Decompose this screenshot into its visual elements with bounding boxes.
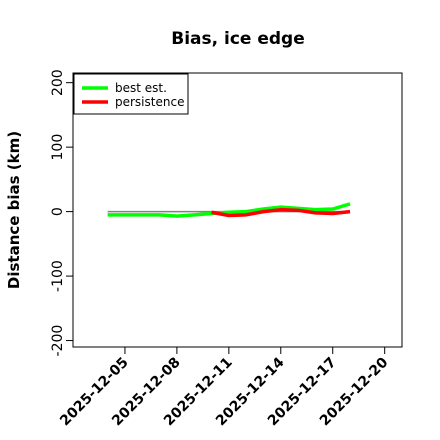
y-tick-label: -100 [50, 260, 66, 292]
series-layer [107, 202, 351, 218]
y-tick-label: -200 [50, 325, 66, 357]
y-axis: -200 -100 0 100 200 [50, 69, 73, 356]
plot-frame [72, 72, 403, 348]
legend-label: best est. [115, 81, 167, 95]
series-line-persistence [211, 207, 351, 218]
legend: best est.persistence [73, 73, 189, 115]
series-line-best-est [107, 202, 351, 218]
x-axis: 2025-12-052025-12-082025-12-112025-12-14… [57, 347, 392, 429]
y-axis-label: Distance bias (km) [5, 131, 23, 289]
y-tick-label: 100 [50, 134, 66, 161]
y-tick-label: 200 [50, 69, 66, 96]
legend-box [73, 73, 189, 115]
chart-title: Bias, ice edge [171, 29, 305, 49]
y-tick-label: 0 [50, 207, 66, 216]
legend-label: persistence [115, 95, 184, 109]
